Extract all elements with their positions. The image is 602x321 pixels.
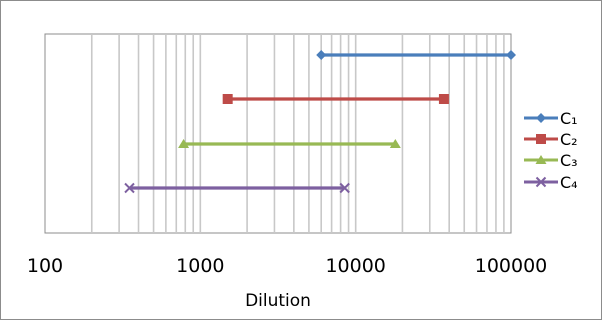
grid-lines [90, 34, 505, 233]
series-2 [222, 94, 449, 104]
legend-marker-triangle [535, 155, 547, 164]
legend-marker-square [536, 134, 546, 144]
series-1 [316, 50, 516, 60]
x-axis-title: Dilution [245, 291, 311, 311]
data-point-x [339, 182, 350, 194]
legend-entry: C₃ [524, 151, 578, 170]
x-tick-label: 10000 [325, 255, 385, 277]
data-point-diamond [506, 50, 516, 60]
plot-area [44, 33, 512, 234]
legend-label: C₂ [560, 130, 578, 149]
x-tick-label: 1000 [176, 255, 224, 277]
x-tick-labels: 100 1000 10000 100000 [27, 255, 547, 277]
series-4 [124, 182, 350, 194]
legend-marker-x [535, 176, 547, 188]
legend-entry: C₂ [524, 130, 578, 149]
x-tick-label: 100000 [475, 255, 548, 277]
data-point-x [124, 182, 135, 194]
x-tick-label: 100 [27, 255, 63, 277]
data-point-triangle [178, 139, 190, 148]
legend-label: C₁ [560, 109, 578, 128]
data-point-square [438, 94, 449, 104]
legend: C₁ C₂ C₃ C₄ [524, 109, 578, 192]
legend-label: C₄ [560, 173, 578, 192]
data-point-diamond [316, 50, 327, 60]
legend-entry: C₄ [524, 173, 578, 192]
series-3 [178, 139, 401, 148]
data-point-square [222, 94, 233, 104]
legend-entry: C₁ [524, 109, 578, 128]
legend-label: C₃ [560, 151, 578, 170]
data-point-triangle [389, 139, 401, 148]
series-layer [124, 50, 516, 194]
legend-marker-diamond [536, 113, 546, 123]
